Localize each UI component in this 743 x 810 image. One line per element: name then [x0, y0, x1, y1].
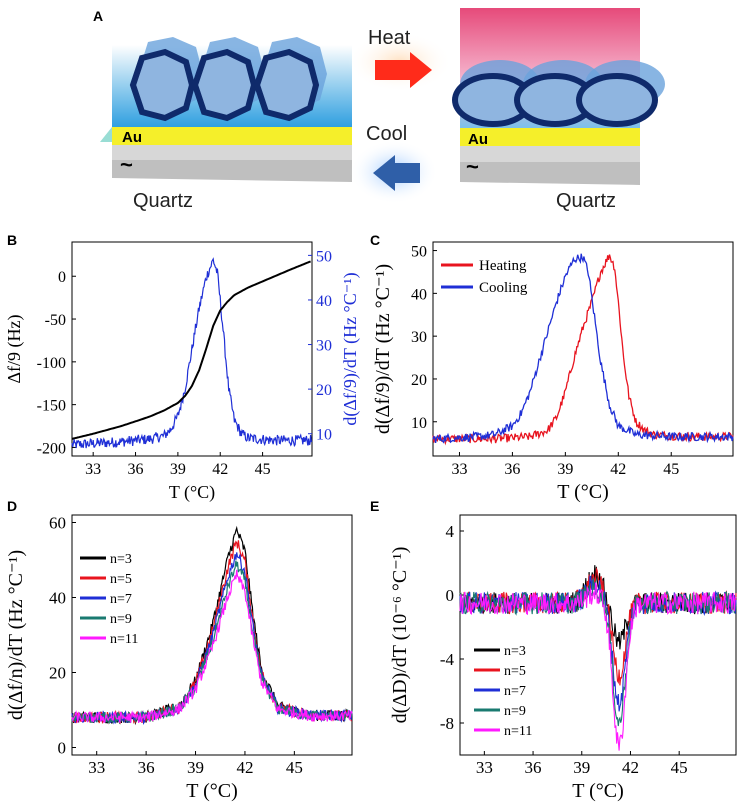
y-tick-label-E-3: -8: [440, 714, 454, 733]
y-tick-label-E-2: -4: [440, 650, 455, 669]
chart-e: 33 36 39 42 45 4 0 -4 -8 T (°C) d(ΔD)/dT (10⁻⁶ °C⁻…: [0, 0, 743, 810]
x-tick-label-E-2: 39: [573, 758, 590, 777]
x-axis-label-E: T (°C): [572, 780, 624, 802]
legend-label-E-0: n=3: [504, 644, 526, 659]
x-tick-label-E-3: 42: [622, 758, 639, 777]
plot-frame-E: [460, 515, 736, 755]
x-tick-label-E-0: 33: [476, 758, 493, 777]
legend-label-E-3: n=9: [504, 704, 526, 719]
x-tick-label-E-1: 36: [525, 758, 542, 777]
y-tick-label-E-0: 4: [446, 522, 455, 541]
legend-label-E-2: n=7: [504, 684, 526, 699]
legend-label-E-1: n=5: [504, 664, 526, 679]
x-tick-label-E-4: 45: [671, 758, 688, 777]
y-tick-label-E-1: 0: [446, 586, 455, 605]
y-axis-label-E: d(ΔD)/dT (10⁻⁶ °C⁻¹): [389, 547, 411, 724]
legend-label-E-4: n=11: [504, 724, 532, 739]
